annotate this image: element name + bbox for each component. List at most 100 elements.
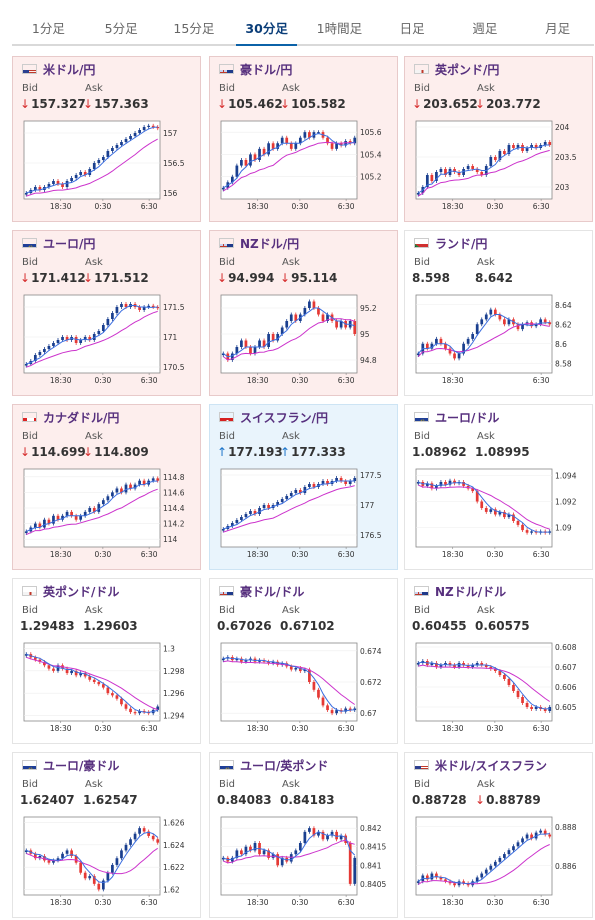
rate-card[interactable]: 英ポンド/円 Bid Ask ↓203.652 ↓203.772 204 203.5 203 1… [404,56,593,222]
candle [475,324,479,334]
y-tick-label: 177.5 [360,471,382,480]
candle [280,857,284,866]
candle [321,314,325,321]
ask-label: Ask [477,83,495,94]
tab-5[interactable]: 日足 [399,21,425,36]
candle [240,340,243,347]
candle [435,663,438,667]
candle [101,325,105,331]
arrow-down-icon: ↓ [20,271,31,285]
rate-card[interactable]: ランド/円 Bid Ask 8.598 8.642 8.64 8.62 8.6 8.58 18:3… [404,230,593,396]
tab-0[interactable]: 1分足 [31,21,65,36]
candle [530,834,533,839]
candle [448,169,452,175]
flag-icon [414,760,429,770]
pair-name: 豪ドル/ドル [240,584,305,599]
ask-label: Ask [85,83,103,94]
candle [308,132,311,138]
rate-card[interactable]: NZドル/ドル Bid Ask 0.60455 0.60575 0.608 0.607 0.6… [404,578,593,744]
tab-6[interactable]: 週足 [472,21,498,36]
rate-card[interactable]: カナダドル/円 Bid Ask ↓114.699 ↓114.809 114.8 114.6 1… [12,404,201,570]
moving-average-long [26,656,158,711]
candle [448,348,452,354]
candle [124,704,128,709]
candle [335,143,338,149]
candle [151,125,155,127]
candle [56,515,60,520]
rate-card[interactable]: ユーロ/ドル Bid Ask 1.08962 1.08995 1.094 1.092 1.09… [404,404,593,570]
candle [120,304,123,307]
ask-price: 0.67102 [280,619,335,633]
candle [221,353,225,356]
tab-7[interactable]: 月足 [545,21,571,36]
x-tick-label: 6:30 [338,202,355,211]
candle [344,481,348,484]
tab-3[interactable]: 30分足 [230,12,303,46]
bid-label: Bid [22,779,38,790]
x-tick-label: 18:30 [50,202,72,211]
x-tick-label: 6:30 [141,202,158,211]
candle [466,166,470,169]
y-tick-label: 0.607 [555,663,577,672]
flag-icon [219,64,234,74]
rate-card[interactable]: 米ドル/円 Bid Ask ↓157.327 ↓157.363 157 156.5 156 18… [12,56,201,222]
candle [444,663,447,665]
candle [480,501,484,508]
candle [92,163,96,169]
candle [244,340,248,347]
candle [262,148,266,155]
candle [462,343,465,354]
rate-card[interactable]: 豪ドル/円 Bid Ask ↓105.462 ↓105.582 105.6 105.4 105… [209,56,398,222]
rate-card[interactable]: ユーロ/豪ドル Bid Ask 1.62407 1.62547 1.626 1.624 1.6… [12,752,201,918]
candle [530,707,533,709]
tab-1[interactable]: 5分足 [104,21,138,36]
candle [221,658,225,661]
moving-average-short [418,833,550,885]
candle [52,860,55,863]
price-chart: 95.2 95 94.8 18:30 0:30 6:30 [220,294,377,385]
y-tick-label: 1.62 [163,885,180,894]
tab-4[interactable]: 1時間足 [316,21,363,36]
candle [124,304,128,307]
rate-card[interactable]: ユーロ/円 Bid Ask ↓171.412 ↓171.512 171.5 171 170.5… [12,230,201,396]
candle [475,663,479,665]
candle [142,127,146,130]
flag-icon [22,586,37,596]
candle [330,831,334,836]
rate-card[interactable]: スイスフラン/円 Bid Ask ↑177.193 ↑177.333 177.5 177 17… [209,404,398,570]
y-tick-label: 0.842 [360,824,382,833]
rate-card[interactable]: 米ドル/スイスフラン Bid Ask 0.88728 ↓0.88789 0.888 0.88… [404,752,593,918]
y-tick-label: 203.5 [555,153,577,162]
bid-price: ↓203.652 [412,97,478,111]
candle [129,136,132,139]
candle [138,130,141,133]
rate-card[interactable]: 豪ドル/ドル Bid Ask 0.67026 0.67102 0.674 0.672 0.67… [209,578,398,744]
arrow-up-icon: ↑ [280,445,291,459]
candle [280,499,284,502]
card-header: 豪ドル/円 [219,62,292,77]
candle [70,850,73,856]
ask-price: ↓95.114 [280,271,337,285]
flag-icon [414,586,429,596]
candle [276,143,280,149]
candle [267,143,270,155]
candle [120,698,123,705]
arrow-down-icon: ↓ [20,445,31,459]
price-chart: 1.626 1.624 1.622 1.62 18:30 0:30 6:30 [23,816,185,907]
chart-area: 177.5 177 176.5 18:30 0:30 6:30 [219,467,394,563]
candle [326,835,329,840]
candle [335,478,338,481]
candle [258,340,261,347]
rate-card[interactable]: ユーロ/英ポンド Bid Ask 0.84083 0.84183 0.842 0.8415 0… [209,752,398,918]
candle [156,127,160,129]
tab-2[interactable]: 15分足 [173,21,215,36]
candle [244,846,248,855]
candle [38,187,42,190]
candle [235,347,239,354]
candle [79,340,83,343]
rate-card[interactable]: 英ポンド/ドル Bid Ask 1.29483 1.29603 1.3 1.298 1.296… [12,578,201,744]
y-tick-label: 114.8 [163,473,185,482]
rate-card[interactable]: NZドル/円 Bid Ask ↓94.994 ↓95.114 95.2 95 94.8 18:3… [209,230,398,396]
x-tick-label: 0:30 [94,550,111,559]
candle [156,307,160,309]
